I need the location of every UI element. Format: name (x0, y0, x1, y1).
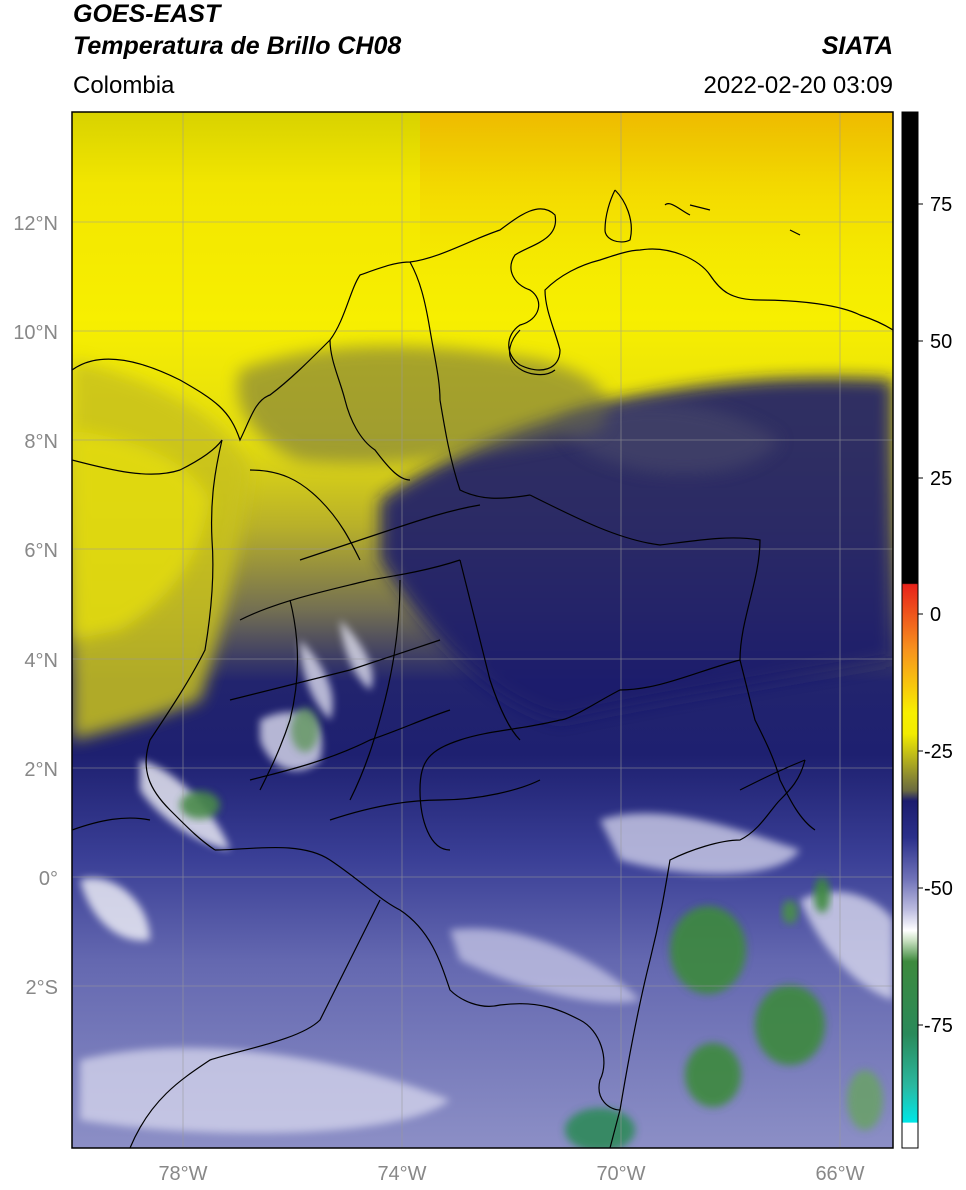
product-title: Temperatura de Brillo CH08 (73, 32, 402, 60)
graticule (72, 112, 893, 1148)
lon-axis: 78°W 74°W 70°W 66°W (158, 1163, 864, 1185)
map-frame (71, 111, 894, 1149)
brightness-temperature-field (72, 112, 893, 1148)
lat-label: 4°N (24, 650, 58, 672)
colorbar: 75 50 25 0 -25 -50 -75 (901, 111, 953, 1149)
lat-label: 6°N (24, 540, 58, 562)
colorbar-tick: 75 (930, 194, 952, 216)
lat-label: 2°S (26, 977, 58, 999)
lon-label: 74°W (377, 1163, 426, 1185)
coastlines-and-borders (72, 189, 893, 1148)
lat-label: 0° (39, 868, 58, 890)
colorbar-tick: 25 (930, 468, 952, 490)
datetime-label: 2022-02-20 03:09 (703, 72, 894, 99)
lat-label: 12°N (13, 213, 58, 235)
satellite-title: GOES-EAST (73, 0, 221, 28)
source-label: SIATA (821, 32, 893, 60)
colorbar-tick: 50 (930, 331, 952, 353)
colorbar-tick: -50 (924, 878, 953, 900)
region-label: Colombia (73, 72, 175, 99)
lon-label: 70°W (596, 1163, 645, 1185)
lat-label: 8°N (24, 431, 58, 453)
colorbar-tick: -75 (924, 1015, 953, 1037)
lon-label: 66°W (815, 1163, 864, 1185)
lat-axis: 12°N 10°N 8°N 6°N 4°N 2°N 0° 2°S (13, 213, 58, 999)
lat-label: 2°N (24, 759, 58, 781)
colorbar-tick: 0 (930, 604, 941, 626)
colorbar-tick: -25 (924, 741, 953, 763)
lon-label: 78°W (158, 1163, 207, 1185)
lat-label: 10°N (13, 322, 58, 344)
